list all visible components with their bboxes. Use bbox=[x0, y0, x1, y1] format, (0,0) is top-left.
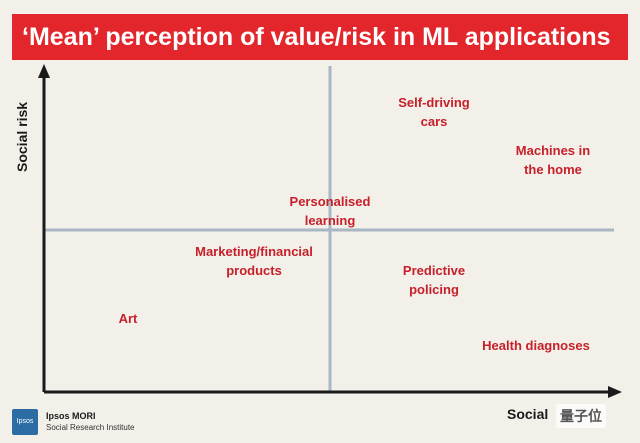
item-predictive-policing: Predictive policing bbox=[402, 263, 466, 297]
org-name: Ipsos MORI bbox=[46, 411, 96, 421]
item-self-driving-cars: Self-driving cars bbox=[398, 95, 470, 129]
watermark: 量子位 bbox=[556, 404, 606, 428]
x-axis-label: Social bbox=[507, 406, 549, 422]
item-health-diagnoses: Health diagnoses bbox=[482, 338, 590, 353]
y-axis-label: Social risk bbox=[14, 101, 30, 172]
y-axis-arrow bbox=[38, 64, 50, 78]
org-subtitle: Social Research Institute bbox=[46, 423, 135, 432]
item-art: Art bbox=[118, 311, 138, 326]
x-axis-arrow bbox=[608, 386, 622, 398]
ipsos-logo: Ipsos bbox=[12, 409, 38, 435]
chart-title: ‘Mean’ perception of value/risk in ML ap… bbox=[12, 14, 628, 60]
item-machines-in-home: Machines in the home bbox=[515, 143, 591, 177]
item-marketing-financial: Marketing/financial products bbox=[195, 244, 313, 278]
item-personalised-learning: Personalised learning bbox=[289, 194, 371, 228]
